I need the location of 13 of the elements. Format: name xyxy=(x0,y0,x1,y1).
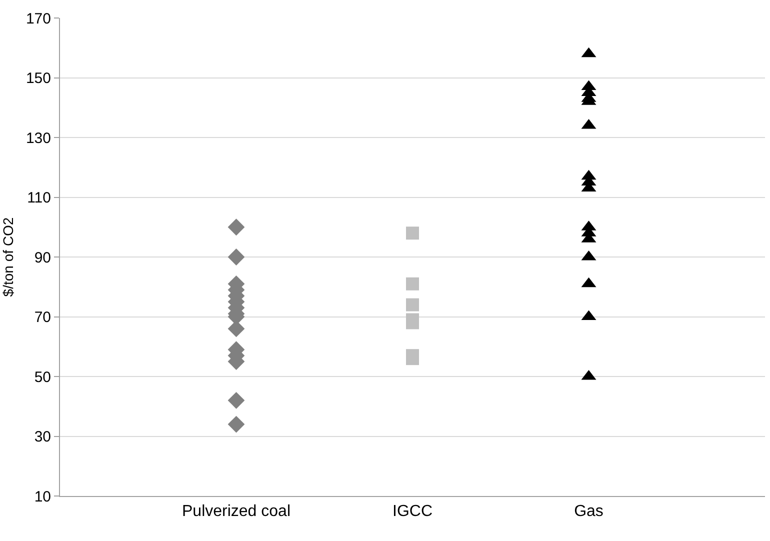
x-tick-label: Pulverized coal xyxy=(182,503,290,520)
y-tick-label: 50 xyxy=(34,368,51,386)
y-tick-label: 170 xyxy=(26,10,51,28)
y-axis-title: $/ton of CO2 xyxy=(0,217,16,297)
x-tick-label: Gas xyxy=(574,503,604,520)
y-tick-label: 90 xyxy=(34,249,51,266)
y-tick-label: 30 xyxy=(34,428,51,446)
x-tick-label: IGCC xyxy=(392,503,432,520)
y-tick-label: 110 xyxy=(27,190,51,206)
y-tick-label: 10 xyxy=(34,488,51,506)
y-tick-label: 150 xyxy=(26,70,51,87)
y-tick-label: 70 xyxy=(34,309,51,326)
y-tick-label: 130 xyxy=(26,130,51,147)
